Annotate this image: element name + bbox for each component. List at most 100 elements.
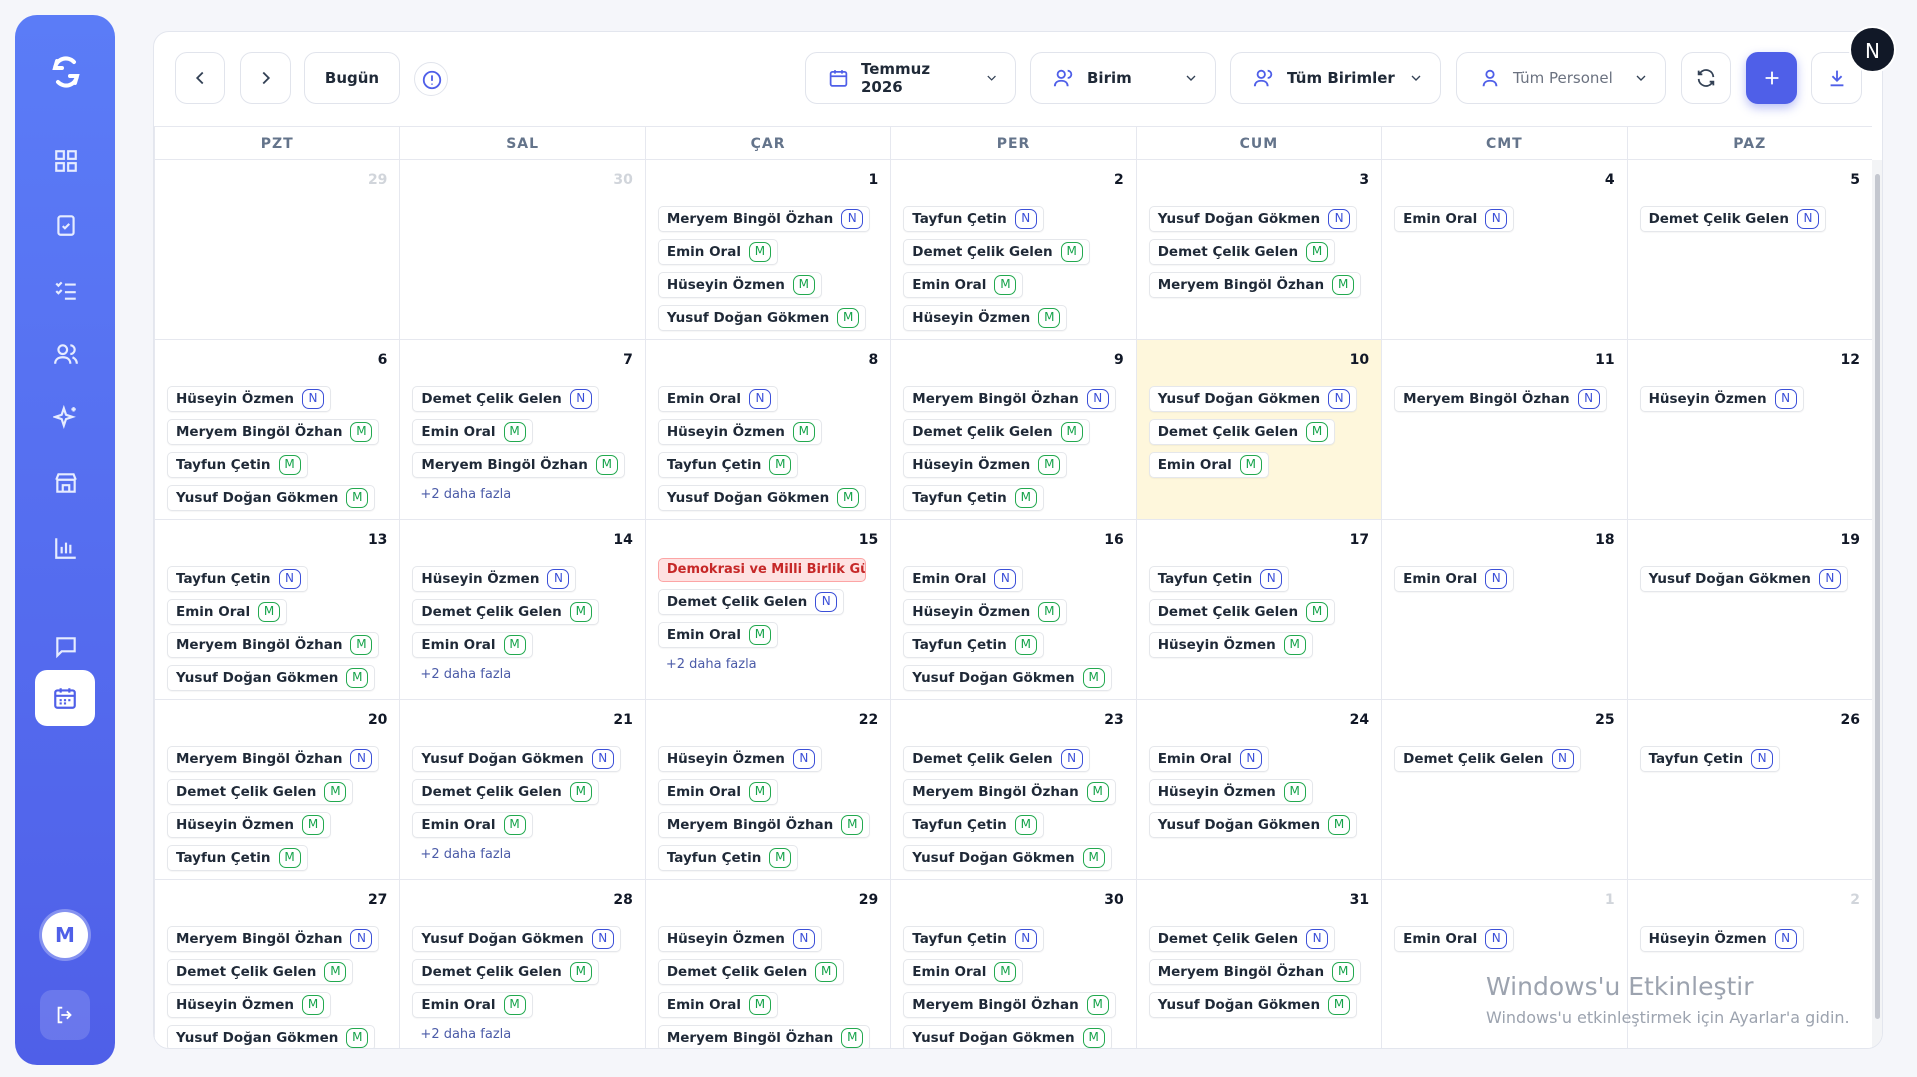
day-cell[interactable]: 18 Emin Oral N [1381,520,1627,700]
day-cell[interactable]: 24 Emin Oral N Hüseyin Özmen M Yusuf Doğan Gö… [1135,700,1382,880]
shift-chip[interactable]: Emin Oral M [412,419,533,445]
more-link[interactable]: +2 daha fazla [420,847,512,862]
shift-chip[interactable]: Tayfun Çetin M [167,452,308,478]
shift-chip[interactable]: Emin Oral M [167,599,288,625]
shift-chip[interactable]: Yusuf Doğan Gökmen N [412,926,621,952]
shift-chip[interactable]: Emin Oral M [657,239,778,265]
shift-chip[interactable]: Yusuf Doğan Gökmen M [657,485,867,511]
shift-chip[interactable]: Emin Oral N [1394,206,1515,232]
day-cell[interactable]: 19 Yusuf Doğan Gökmen N [1626,520,1872,700]
shift-chip[interactable]: Demet Çelik Gelen M [167,959,354,985]
nav-messages[interactable] [53,634,79,660]
shift-chip[interactable]: Hüseyin Özmen M [657,419,822,445]
shift-chip[interactable]: Yusuf Doğan Gökmen M [903,665,1112,691]
day-cell[interactable]: 29 Hüseyin Özmen N Demet Çelik Gelen M Emin O… [644,880,891,1048]
day-cell[interactable]: 17 Tayfun Çetin N Demet Çelik Gelen M Hüseyin… [1135,520,1382,700]
shift-chip[interactable]: Emin Oral N [657,386,778,412]
shift-chip[interactable]: Hüseyin Özmen N [1639,926,1804,952]
shift-chip[interactable]: Emin Oral M [412,812,533,838]
shift-chip[interactable]: Emin Oral M [903,959,1024,985]
shift-chip[interactable]: Meryem Bingöl Özhan N [167,746,380,772]
shift-chip[interactable]: Demet Çelik Gelen M [1148,239,1336,265]
shift-chip[interactable]: Yusuf Doğan Gökmen N [412,746,621,772]
shift-chip[interactable]: Demet Çelik Gelen M [903,239,1090,265]
unit-mode-select[interactable]: Birim [1030,52,1216,104]
shift-chip[interactable]: Yusuf Doğan Gökmen M [1148,812,1358,838]
shift-chip[interactable]: Demet Çelik Gelen M [1148,599,1336,625]
shift-chip[interactable]: Tayfun Çetin N [1148,566,1290,592]
shift-chip[interactable]: Emin Oral N [1394,926,1515,952]
nav-store[interactable] [53,470,79,496]
more-link[interactable]: +2 daha fazla [420,1027,512,1042]
day-cell[interactable]: 1 Meryem Bingöl Özhan N Emin Oral M Hüseyin Ö… [644,160,891,340]
nav-list[interactable] [53,277,79,303]
day-cell[interactable]: 3 Yusuf Doğan Gökmen N Demet Çelik Gelen M Me… [1135,160,1382,340]
shift-chip[interactable]: Yusuf Doğan Gökmen M [167,1025,376,1048]
shift-chip[interactable]: Tayfun Çetin M [903,485,1044,511]
shift-chip[interactable]: Hüseyin Özmen M [657,272,822,298]
more-link[interactable]: +2 daha fazla [665,657,757,672]
shift-chip[interactable]: Emin Oral N [903,566,1024,592]
shift-chip[interactable]: Yusuf Doğan Gökmen M [657,305,867,331]
shift-chip[interactable]: Emin Oral M [412,992,533,1018]
day-cell[interactable]: 8 Emin Oral N Hüseyin Özmen M Tayfun Çetin M Yu… [644,340,891,520]
shift-chip[interactable]: Demet Çelik Gelen N [903,746,1090,772]
nav-tasks[interactable] [53,212,79,238]
shift-chip[interactable]: Hüseyin Özmen M [1148,779,1313,805]
shift-chip[interactable]: Tayfun Çetin M [657,845,799,871]
shift-chip[interactable]: Demet Çelik Gelen N [412,386,599,412]
day-cell[interactable]: 6 Hüseyin Özmen N Meryem Bingöl Özhan M Tayfu… [154,340,400,520]
shift-chip[interactable]: Emin Oral N [1394,566,1515,592]
shift-chip[interactable]: Meryem Bingöl Özhan M [412,452,625,478]
user-avatar[interactable]: N [1849,26,1896,73]
shift-chip[interactable]: Demet Çelik Gelen M [903,419,1090,445]
day-cell[interactable]: 22 Hüseyin Özmen N Emin Oral M Meryem Bingöl … [644,700,891,880]
shift-chip[interactable]: Tayfun Çetin M [903,812,1044,838]
shift-chip[interactable]: Hüseyin Özmen N [1639,386,1804,412]
shift-chip[interactable]: Demet Çelik Gelen M [657,959,845,985]
shift-chip[interactable]: Meryem Bingöl Özhan M [167,632,380,658]
shift-chip[interactable]: Meryem Bingöl Özhan M [903,992,1116,1018]
shift-chip[interactable]: Meryem Bingöl Özhan M [1148,959,1362,985]
add-button[interactable] [1746,52,1797,104]
nav-calendar-active[interactable] [35,670,95,726]
more-link[interactable]: +2 daha fazla [420,667,512,682]
nav-users[interactable] [53,341,79,367]
day-cell[interactable]: 12 Hüseyin Özmen N [1626,340,1872,520]
shift-chip[interactable]: Yusuf Doğan Gökmen M [903,1025,1112,1048]
shift-chip[interactable]: Demet Çelik Gelen N [1394,746,1581,772]
shift-chip[interactable]: Demet Çelik Gelen M [1148,419,1336,445]
next-button[interactable] [240,52,291,104]
shift-chip[interactable]: Meryem Bingöl Özhan N [167,926,380,952]
shift-chip[interactable]: Demet Çelik Gelen M [412,959,599,985]
day-cell[interactable]: 10 Yusuf Doğan Gökmen N Demet Çelik Gelen M E… [1135,340,1382,520]
shift-chip[interactable]: Demet Çelik Gelen M [412,779,599,805]
prev-button[interactable] [175,52,225,104]
day-cell[interactable]: 5 Demet Çelik Gelen N [1626,160,1872,340]
shift-chip[interactable]: Hüseyin Özmen M [903,599,1068,625]
shift-chip[interactable]: Demet Çelik Gelen N [1148,926,1336,952]
shift-chip[interactable]: Hüseyin Özmen M [903,452,1068,478]
shift-chip[interactable]: Yusuf Doğan Gökmen M [1148,992,1358,1018]
day-cell[interactable]: 29 [154,160,400,340]
today-button[interactable]: Bugün [304,52,400,104]
shift-chip[interactable]: Tayfun Çetin M [167,845,308,871]
shift-chip[interactable]: Tayfun Çetin N [903,926,1044,952]
shift-chip[interactable]: Emin Oral M [903,272,1024,298]
shift-chip[interactable]: Hüseyin Özmen N [657,746,822,772]
units-select[interactable]: Tüm Birimler [1230,52,1441,104]
shift-chip[interactable]: Emin Oral M [657,779,778,805]
shift-chip[interactable]: Tayfun Çetin N [167,566,308,592]
staff-select[interactable]: Tüm Personel [1456,52,1666,104]
shift-chip[interactable]: Hüseyin Özmen M [167,992,332,1018]
shift-chip[interactable]: Tayfun Çetin M [657,452,799,478]
shift-chip[interactable]: Tayfun Çetin N [1639,746,1781,772]
shift-chip[interactable]: Meryem Bingöl Özhan M [657,1025,871,1048]
day-cell[interactable]: 28 Yusuf Doğan Gökmen N Demet Çelik Gelen M E… [399,880,645,1048]
shift-chip[interactable]: Hüseyin Özmen M [903,305,1068,331]
shift-chip[interactable]: Yusuf Doğan Gökmen N [1148,206,1358,232]
shift-chip[interactable]: Emin Oral M [1148,452,1269,478]
month-select[interactable]: Temmuz 2026 [805,52,1016,104]
shift-chip[interactable]: Hüseyin Özmen N [167,386,332,412]
day-cell[interactable]: 11 Meryem Bingöl Özhan N [1381,340,1627,520]
